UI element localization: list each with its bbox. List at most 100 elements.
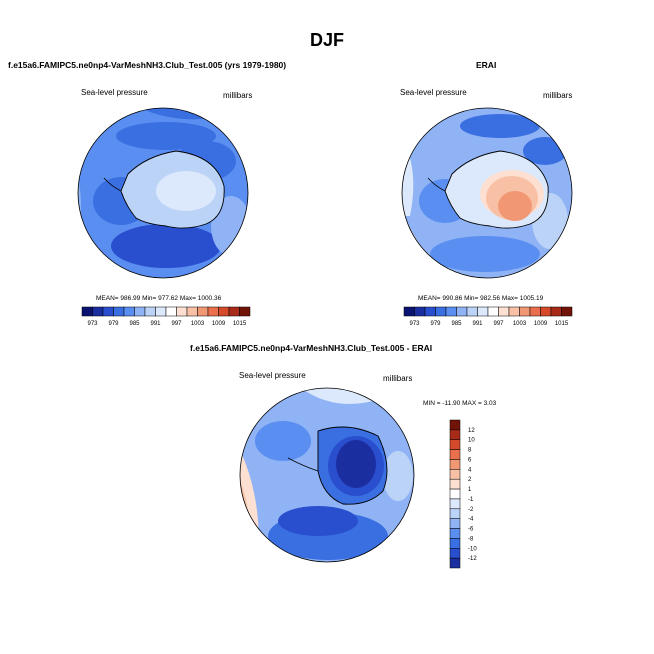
- diff-colorbar-tick-label: 2: [468, 477, 472, 483]
- figure-title: DJF: [309, 30, 344, 50]
- model-colorbar-tick-label: 1015: [233, 321, 247, 327]
- model-colorbar-box: [176, 306, 188, 317]
- obs-stats: MEAN= 990.86 Min= 982.56 Max= 1005.19: [418, 295, 544, 302]
- model-colorbar-box: [144, 306, 156, 317]
- obs-colorbar-box: [466, 306, 478, 317]
- model-colorbar-box: [155, 306, 167, 317]
- obs-colorbar-tick-label: 997: [493, 321, 504, 327]
- obs-variable-label: Sea-level pressure: [400, 88, 467, 97]
- diff-colorbar-box: [449, 528, 461, 539]
- obs-colorbar-tick-label: 1009: [534, 321, 548, 327]
- diff-polar-map: [239, 387, 415, 563]
- model-colorbar-box: [186, 306, 198, 317]
- model-colorbar-box: [218, 306, 230, 317]
- obs-colorbar: 973 979 985 991 997 1003 1009 1015: [403, 306, 573, 327]
- obs-colorbar-box: [403, 306, 415, 317]
- diff-colorbar-tick-label: -4: [468, 517, 474, 523]
- model-variable-label: Sea-level pressure: [81, 88, 148, 97]
- diff-stats: MIN = -11.90 MAX = 3.03: [423, 400, 497, 407]
- model-colorbar-box: [207, 306, 219, 317]
- model-colorbar: 973 979 985 991 997 1003 1009 1015: [81, 306, 251, 327]
- obs-colorbar-box: [424, 306, 436, 317]
- obs-colorbar-tick-label: 985: [451, 321, 462, 327]
- model-colorbar-box: [102, 306, 114, 317]
- diff-variable-label: Sea-level pressure: [239, 371, 306, 380]
- model-colorbar-tick-label: 985: [129, 321, 140, 327]
- diff-colorbar-box: [449, 548, 461, 559]
- diff-colorbar: 12 10 8 6 4 2 1 -1 -2 -4 -6 -8 -10 -12: [449, 419, 477, 569]
- diff-colorbar-box: [449, 557, 461, 569]
- diff-colorbar-tick-label: -12: [468, 556, 477, 562]
- obs-colorbar-box: [435, 306, 447, 317]
- model-colorbar-box: [113, 306, 125, 317]
- diff-colorbar-ticks: 12 10 8 6 4 2 1 -1 -2 -4 -6 -8 -10 -12: [468, 428, 477, 562]
- diff-colorbar-box: [449, 518, 461, 529]
- diff-colorbar-tick-label: 12: [468, 428, 475, 434]
- diff-colorbar-box: [449, 538, 461, 549]
- model-colorbar-box: [81, 306, 93, 317]
- obs-colorbar-box: [508, 306, 520, 317]
- diff-colorbar-box: [449, 488, 461, 500]
- obs-colorbar-box: [456, 306, 468, 317]
- obs-colorbar-box: [414, 306, 426, 317]
- diff-colorbar-tick-label: -1: [468, 497, 474, 503]
- obs-colorbar-box: [498, 306, 510, 317]
- obs-colorbar-boxes: [403, 306, 573, 317]
- model-colorbar-tick-label: 973: [87, 321, 98, 327]
- model-colorbar-boxes: [81, 306, 251, 317]
- model-units-label: millibars: [223, 91, 253, 100]
- obs-colorbar-tick-label: 991: [472, 321, 483, 327]
- diff-colorbar-box: [449, 439, 461, 450]
- obs-units-label: millibars: [543, 91, 573, 100]
- obs-panel-title: ERAI: [476, 60, 497, 70]
- obs-colorbar-box: [540, 306, 552, 317]
- obs-colorbar-box: [487, 306, 499, 317]
- diff-colorbar-box: [449, 459, 461, 470]
- model-stats: MEAN= 986.99 Min= 977.62 Max= 1000.36: [96, 295, 222, 302]
- model-colorbar-tick-label: 979: [108, 321, 119, 327]
- obs-colorbar-box: [561, 306, 573, 317]
- diff-colorbar-tick-label: -2: [468, 507, 474, 513]
- obs-colorbar-box: [477, 306, 489, 317]
- model-colorbar-box: [165, 306, 177, 317]
- diff-colorbar-tick-label: 8: [468, 448, 472, 454]
- model-colorbar-tick-label: 991: [150, 321, 161, 327]
- obs-colorbar-tick-label: 979: [430, 321, 441, 327]
- diff-colorbar-tick-label: 4: [468, 467, 472, 473]
- obs-colorbar-tick-label: 973: [409, 321, 420, 327]
- diff-colorbar-boxes: [449, 419, 461, 569]
- model-polar-map: [77, 107, 249, 279]
- diff-colorbar-box: [449, 508, 461, 519]
- diff-colorbar-tick-label: 6: [468, 457, 472, 463]
- model-colorbar-box: [228, 306, 240, 317]
- diff-colorbar-tick-label: -10: [468, 546, 477, 552]
- model-colorbar-tick-label: 1003: [191, 321, 205, 327]
- diff-colorbar-tick-label: -6: [468, 527, 474, 533]
- obs-colorbar-tick-label: 1003: [513, 321, 527, 327]
- diff-colorbar-box: [449, 449, 461, 460]
- model-colorbar-tick-label: 997: [171, 321, 182, 327]
- diff-units-label: millibars: [383, 374, 413, 383]
- model-colorbar-box: [134, 306, 146, 317]
- model-colorbar-box: [123, 306, 135, 317]
- diff-colorbar-box: [449, 469, 461, 480]
- diff-colorbar-tick-label: 10: [468, 438, 475, 444]
- diff-colorbar-box: [449, 478, 461, 490]
- obs-colorbar-ticks: 973 979 985 991 997 1003 1009 1015: [409, 321, 568, 327]
- model-colorbar-box: [197, 306, 209, 317]
- diff-panel-title: f.e15a6.FAMIPC5.ne0np4-VarMeshNH3.Club_T…: [190, 343, 433, 353]
- diff-colorbar-tick-label: -8: [468, 536, 474, 542]
- diff-colorbar-box: [449, 429, 461, 440]
- model-colorbar-box: [92, 306, 104, 317]
- obs-colorbar-box: [550, 306, 562, 317]
- obs-polar-map: [401, 107, 573, 279]
- diff-colorbar-box: [449, 419, 461, 431]
- diff-colorbar-tick-label: 1: [468, 487, 472, 493]
- diff-colorbar-box: [449, 498, 461, 510]
- model-colorbar-box: [239, 306, 251, 317]
- model-colorbar-ticks: 973 979 985 991 997 1003 1009 1015: [87, 321, 246, 327]
- obs-colorbar-box: [529, 306, 541, 317]
- model-colorbar-tick-label: 1009: [212, 321, 226, 327]
- obs-colorbar-tick-label: 1015: [555, 321, 569, 327]
- model-panel-title: f.e15a6.FAMIPC5.ne0np4-VarMeshNH3.Club_T…: [8, 60, 287, 70]
